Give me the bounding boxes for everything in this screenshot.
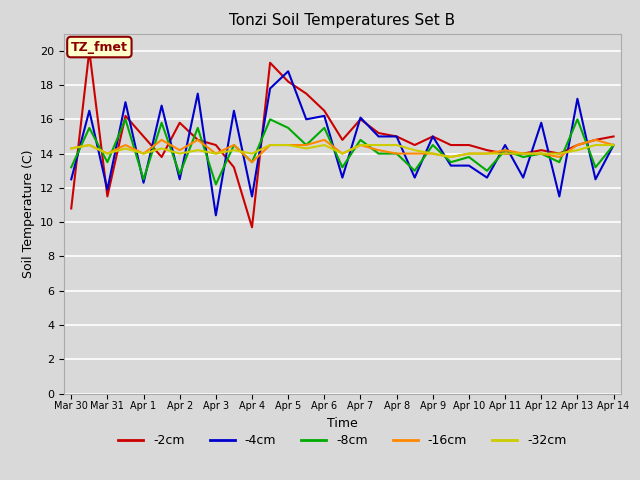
- Text: TZ_fmet: TZ_fmet: [71, 40, 128, 54]
- X-axis label: Time: Time: [327, 417, 358, 430]
- Legend: -2cm, -4cm, -8cm, -16cm, -32cm: -2cm, -4cm, -8cm, -16cm, -32cm: [113, 429, 572, 452]
- Title: Tonzi Soil Temperatures Set B: Tonzi Soil Temperatures Set B: [229, 13, 456, 28]
- Y-axis label: Soil Temperature (C): Soil Temperature (C): [22, 149, 35, 278]
